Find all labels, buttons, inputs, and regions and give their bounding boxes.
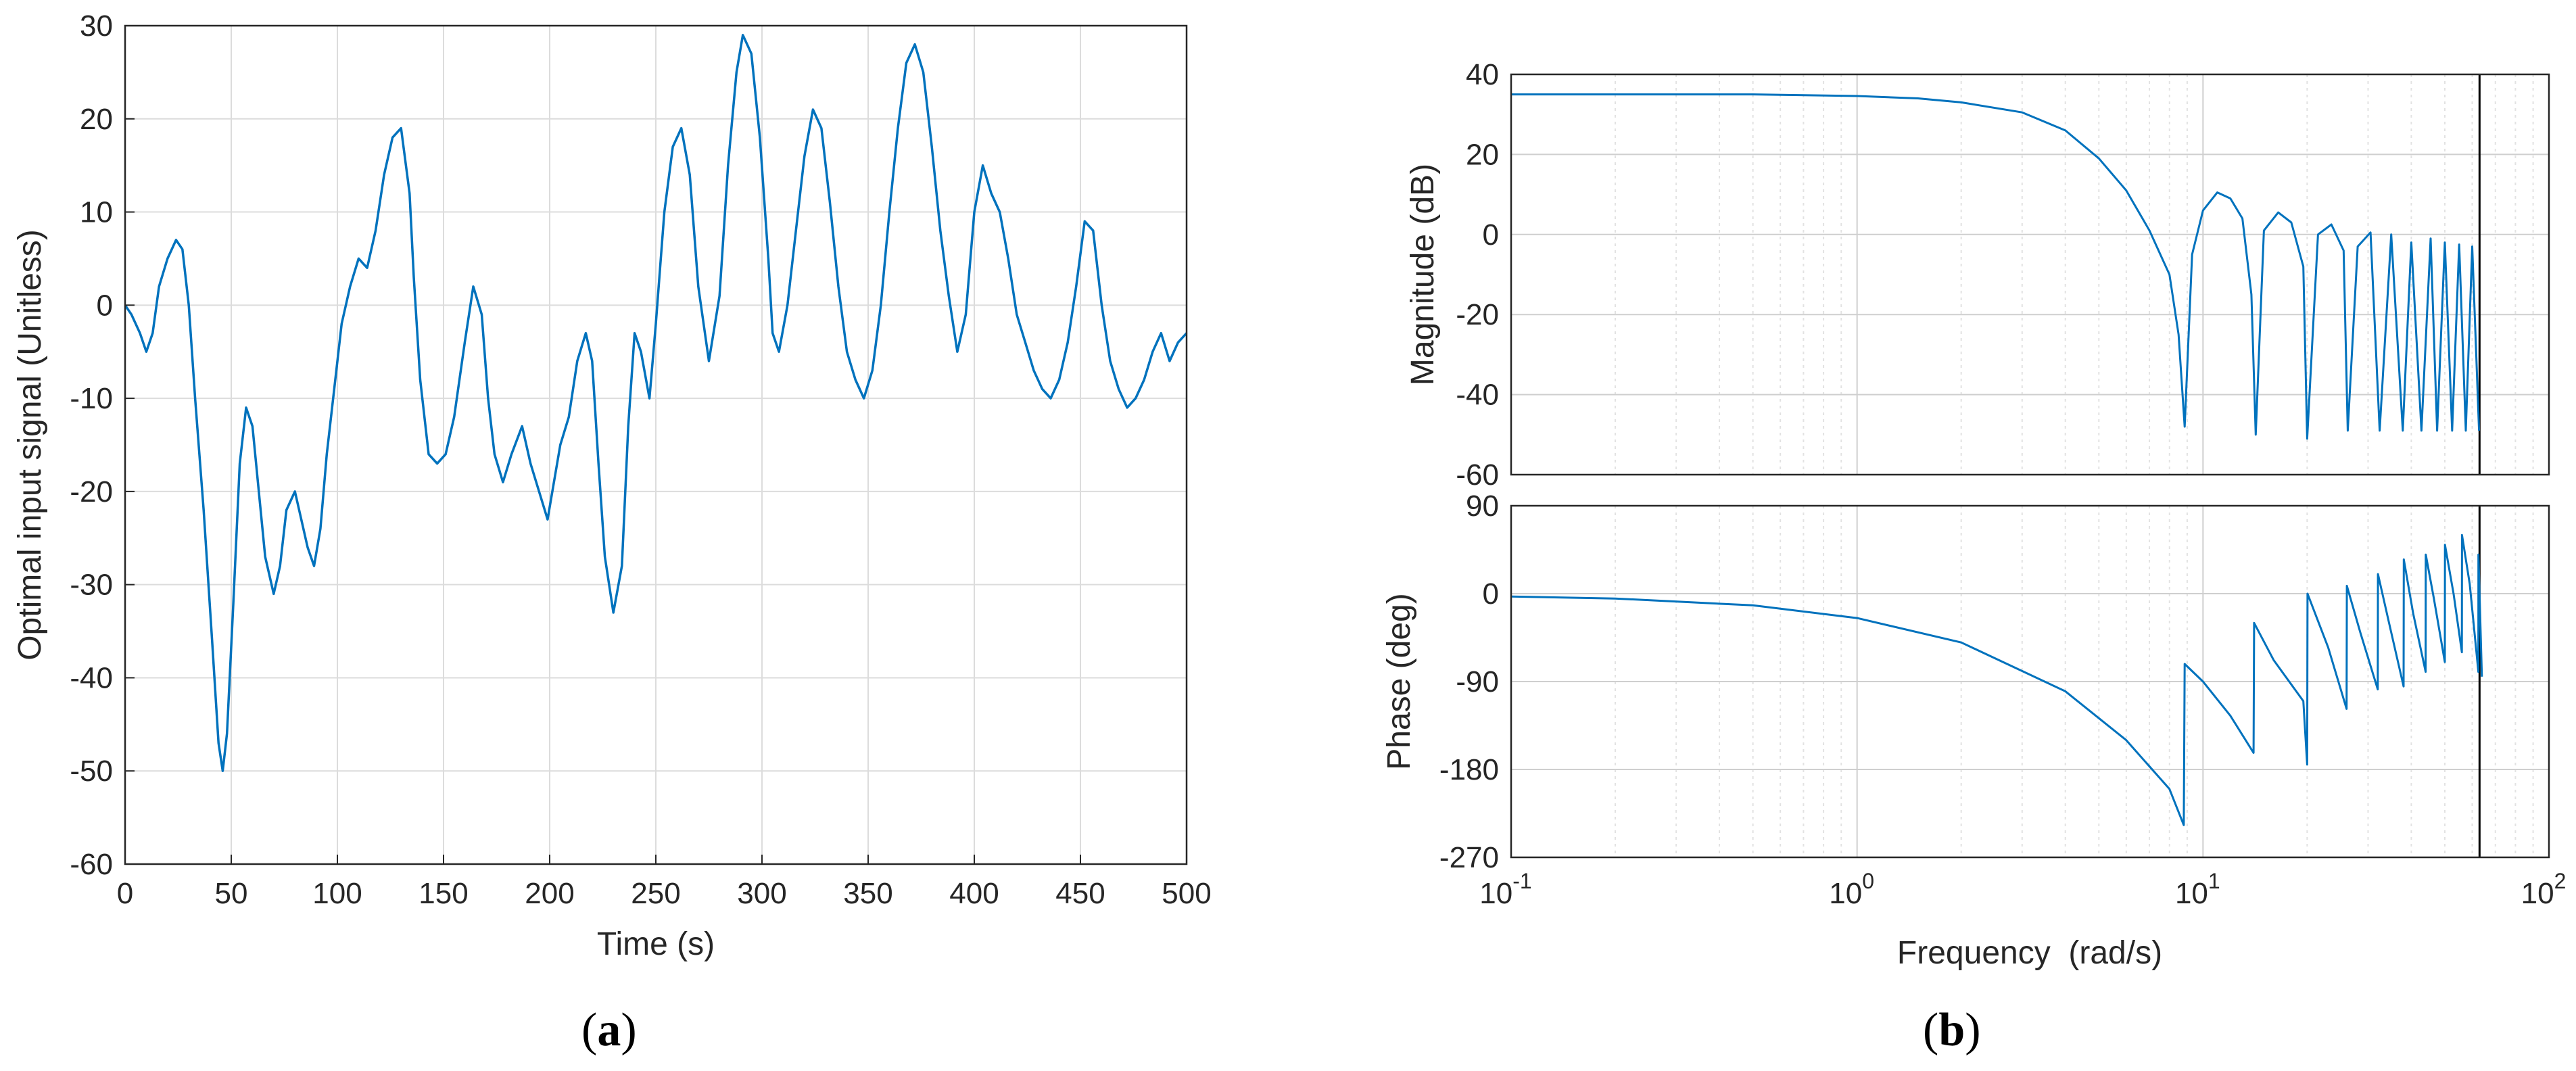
y-tick-label: -10 xyxy=(70,382,113,415)
magnitude-y-ticks: 40 20 0 -20 -40 -60 xyxy=(1456,58,1499,492)
phase-axes-box xyxy=(1510,504,2550,859)
x-tick-label: 101 xyxy=(2175,869,2220,910)
y-tick-label: -180 xyxy=(1439,753,1499,786)
y-tick-label: 0 xyxy=(97,289,113,322)
panel-b-bode-plot: 40 20 0 -20 -40 -60 Magnitude (dB) 90 0 -90 -180… xyxy=(1381,58,2566,1056)
x-tick-label: 450 xyxy=(1055,877,1105,910)
x-tick-label: 250 xyxy=(631,877,680,910)
panel-b-magnitude-subplot: 40 20 0 -20 -40 -60 Magnitude (dB) xyxy=(1405,58,2550,492)
panel-a-signal-line xyxy=(124,34,1188,772)
y-tick-label: -40 xyxy=(70,661,113,694)
y-tick-label: 90 xyxy=(1466,490,1499,523)
x-tick-label: 100 xyxy=(312,877,362,910)
y-tick-label: 20 xyxy=(1466,138,1499,171)
x-tick-label: 102 xyxy=(2521,869,2567,910)
panel-a-y-ticks: 30 20 10 0 -10 -20 -30 -40 -50 -60 xyxy=(70,9,135,881)
y-tick-label: 10 xyxy=(80,196,113,229)
x-tick-label: 0 xyxy=(117,877,133,910)
x-tick-label: 150 xyxy=(419,877,468,910)
y-tick-label: -20 xyxy=(1456,298,1499,331)
y-tick-label: -50 xyxy=(70,755,113,788)
x-tick-label: 400 xyxy=(949,877,999,910)
panel-b-phase-subplot: 90 0 -90 -180 -270 Phase (deg) xyxy=(1381,490,2550,874)
x-tick-label: 300 xyxy=(737,877,786,910)
panel-a-grid xyxy=(124,25,1187,865)
y-tick-label: -40 xyxy=(1456,379,1499,412)
panel-a-x-axis-label: Time (s) xyxy=(597,926,715,962)
x-tick-label: 200 xyxy=(525,877,574,910)
y-tick-label: -60 xyxy=(70,848,113,881)
y-tick-label: 30 xyxy=(80,9,113,43)
magnitude-axes-box xyxy=(1510,73,2550,476)
x-tick-label: 50 xyxy=(215,877,248,910)
frequency-x-ticks: 10-1 100 101 102 xyxy=(1479,869,2566,910)
x-tick-label: 350 xyxy=(843,877,892,910)
y-tick-label: 40 xyxy=(1466,58,1499,91)
y-tick-label: -90 xyxy=(1456,665,1499,698)
panel-a-x-ticks: 0 50 100 150 200 250 300 350 400 450 500 xyxy=(117,855,1212,910)
x-tick-label: 500 xyxy=(1162,877,1211,910)
panel-a-time-signal-chart: 0 50 100 150 200 250 300 350 400 450 500 3020100-1… xyxy=(12,9,1212,1056)
y-tick-label: 0 xyxy=(1483,218,1499,252)
phase-y-ticks: 90 0 -90 -180 -270 xyxy=(1439,490,1499,874)
y-tick-label: -270 xyxy=(1439,841,1499,874)
y-tick-label: -20 xyxy=(70,475,113,508)
magnitude-y-axis-label: Magnitude (dB) xyxy=(1405,164,1441,385)
panel-a-caption: (a) xyxy=(581,1004,637,1056)
panel-a-y-axis-label: Optimal input signal (Unitless) xyxy=(12,229,48,661)
y-tick-label: -30 xyxy=(70,569,113,602)
y-tick-label: 20 xyxy=(80,103,113,136)
y-tick-label: 0 xyxy=(1483,577,1499,611)
panel-b-caption: (b) xyxy=(1923,1004,1981,1056)
phase-grid xyxy=(1510,505,2549,858)
panel-b-x-axis-label: Frequency (rad/s) xyxy=(1897,935,2162,971)
phase-line xyxy=(1510,533,2483,826)
magnitude-line xyxy=(1511,93,2481,440)
phase-y-axis-label: Phase (deg) xyxy=(1381,593,1417,770)
x-tick-label: 10-1 xyxy=(1479,869,1531,910)
y-tick-label: -60 xyxy=(1456,458,1499,492)
x-tick-label: 100 xyxy=(1829,869,1874,910)
